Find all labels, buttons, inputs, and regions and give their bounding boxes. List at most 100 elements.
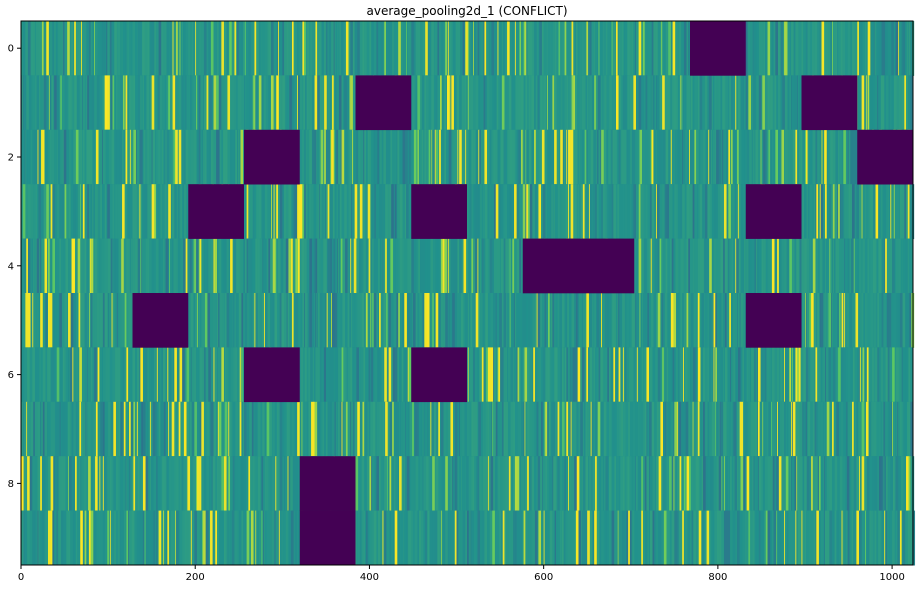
heatmap-cell (325, 184, 327, 240)
heatmap-cell (423, 129, 425, 185)
heatmap-cell (282, 21, 285, 76)
heatmap-cell (244, 21, 247, 76)
heatmap-cell (650, 75, 652, 131)
heatmap-cell (48, 347, 51, 403)
heatmap-cell (888, 21, 892, 76)
heatmap-cell (196, 238, 199, 294)
heatmap-cell (668, 347, 672, 403)
heatmap-cell (231, 401, 233, 457)
heatmap-cell (640, 184, 642, 240)
heatmap-cell (415, 293, 417, 348)
heatmap-cell (284, 293, 287, 348)
heatmap-cell (370, 184, 372, 240)
heatmap-cell (607, 184, 610, 240)
heatmap-cell (879, 456, 882, 512)
heatmap-cell (115, 184, 118, 240)
heatmap-cell (699, 401, 702, 457)
heatmap-cell (169, 238, 172, 294)
heatmap-cell (481, 238, 484, 294)
heatmap-cell (361, 293, 365, 348)
heatmap-cell (68, 129, 71, 185)
heatmap-cell (261, 456, 264, 512)
heatmap-cell (244, 293, 248, 348)
heatmap-cell (570, 184, 574, 240)
heatmap-cell (247, 401, 250, 457)
heatmap-cell (381, 347, 383, 403)
heatmap-cell (331, 401, 335, 457)
heatmap-cell (166, 75, 169, 131)
heatmap-cell (645, 184, 647, 240)
heatmap-cell (339, 21, 341, 76)
heatmap-cell (156, 75, 159, 131)
heatmap-cell (861, 347, 863, 403)
heatmap-cell (895, 456, 899, 512)
heatmap-cell (365, 238, 369, 294)
heatmap-cell (160, 510, 162, 566)
heatmap-cell (115, 456, 119, 512)
heatmap-cell (724, 129, 727, 185)
heatmap-cell (297, 184, 301, 240)
heatmap-cell (718, 401, 720, 457)
heatmap-cell (486, 347, 489, 403)
heatmap-cell (744, 129, 747, 185)
heatmap-cell (505, 401, 509, 457)
heatmap-cell (145, 238, 149, 294)
heatmap-cell (524, 456, 526, 512)
heatmap-cell (669, 293, 672, 348)
heatmap-cell (689, 401, 691, 457)
heatmap-cell (120, 347, 124, 403)
heatmap-cell (281, 293, 285, 348)
heatmap-cell (39, 75, 41, 131)
heatmap-cell (79, 75, 81, 131)
heatmap-cell (680, 238, 684, 294)
heatmap-cell (836, 21, 838, 76)
heatmap-cell (514, 401, 518, 457)
heatmap-cell (534, 293, 537, 348)
heatmap-cell (36, 293, 38, 348)
heatmap-cell (456, 510, 459, 566)
heatmap-cell (230, 75, 233, 131)
heatmap-cell (666, 401, 668, 457)
heatmap-cell (788, 456, 790, 512)
heatmap-cell (248, 238, 250, 294)
heatmap-cell (903, 21, 906, 76)
heatmap-cell (498, 456, 501, 512)
heatmap-cell (898, 293, 901, 348)
heatmap-cell (611, 129, 613, 185)
heatmap-cell (212, 129, 214, 185)
heatmap-cell (33, 21, 36, 76)
heatmap-cell (884, 75, 887, 131)
heatmap-cell (135, 21, 138, 76)
heatmap-cell (204, 238, 207, 294)
heatmap-cell (467, 347, 470, 403)
heatmap-cell (535, 75, 537, 131)
heatmap-cell (238, 510, 242, 566)
heatmap-cell (723, 129, 726, 185)
heatmap-cell (504, 510, 507, 566)
heatmap-cell (398, 456, 400, 512)
heatmap-cell (40, 21, 43, 76)
heatmap-cell (781, 347, 783, 403)
heatmap-cell (144, 347, 148, 403)
heatmap-cell (451, 510, 455, 566)
heatmap-cell (203, 347, 206, 403)
heatmap-cell (692, 238, 695, 294)
heatmap-cell (688, 238, 691, 294)
heatmap-cell (403, 21, 407, 76)
heatmap-cell (465, 21, 469, 76)
heatmap-cell (639, 129, 643, 185)
heatmap-cell (286, 510, 288, 566)
heatmap-cell (92, 129, 96, 185)
heatmap-cell (82, 510, 85, 566)
heatmap-cell (541, 184, 544, 240)
heatmap-cell (432, 456, 436, 512)
heatmap-cell (381, 184, 383, 240)
heatmap-cell (406, 21, 408, 76)
heatmap-cell (458, 456, 460, 512)
heatmap-cell (333, 347, 335, 403)
heatmap-cell (879, 238, 882, 294)
heatmap-cell (792, 347, 796, 403)
heatmap-cell (200, 129, 203, 185)
heatmap-cell (330, 184, 334, 240)
heatmap-cell (468, 510, 470, 566)
